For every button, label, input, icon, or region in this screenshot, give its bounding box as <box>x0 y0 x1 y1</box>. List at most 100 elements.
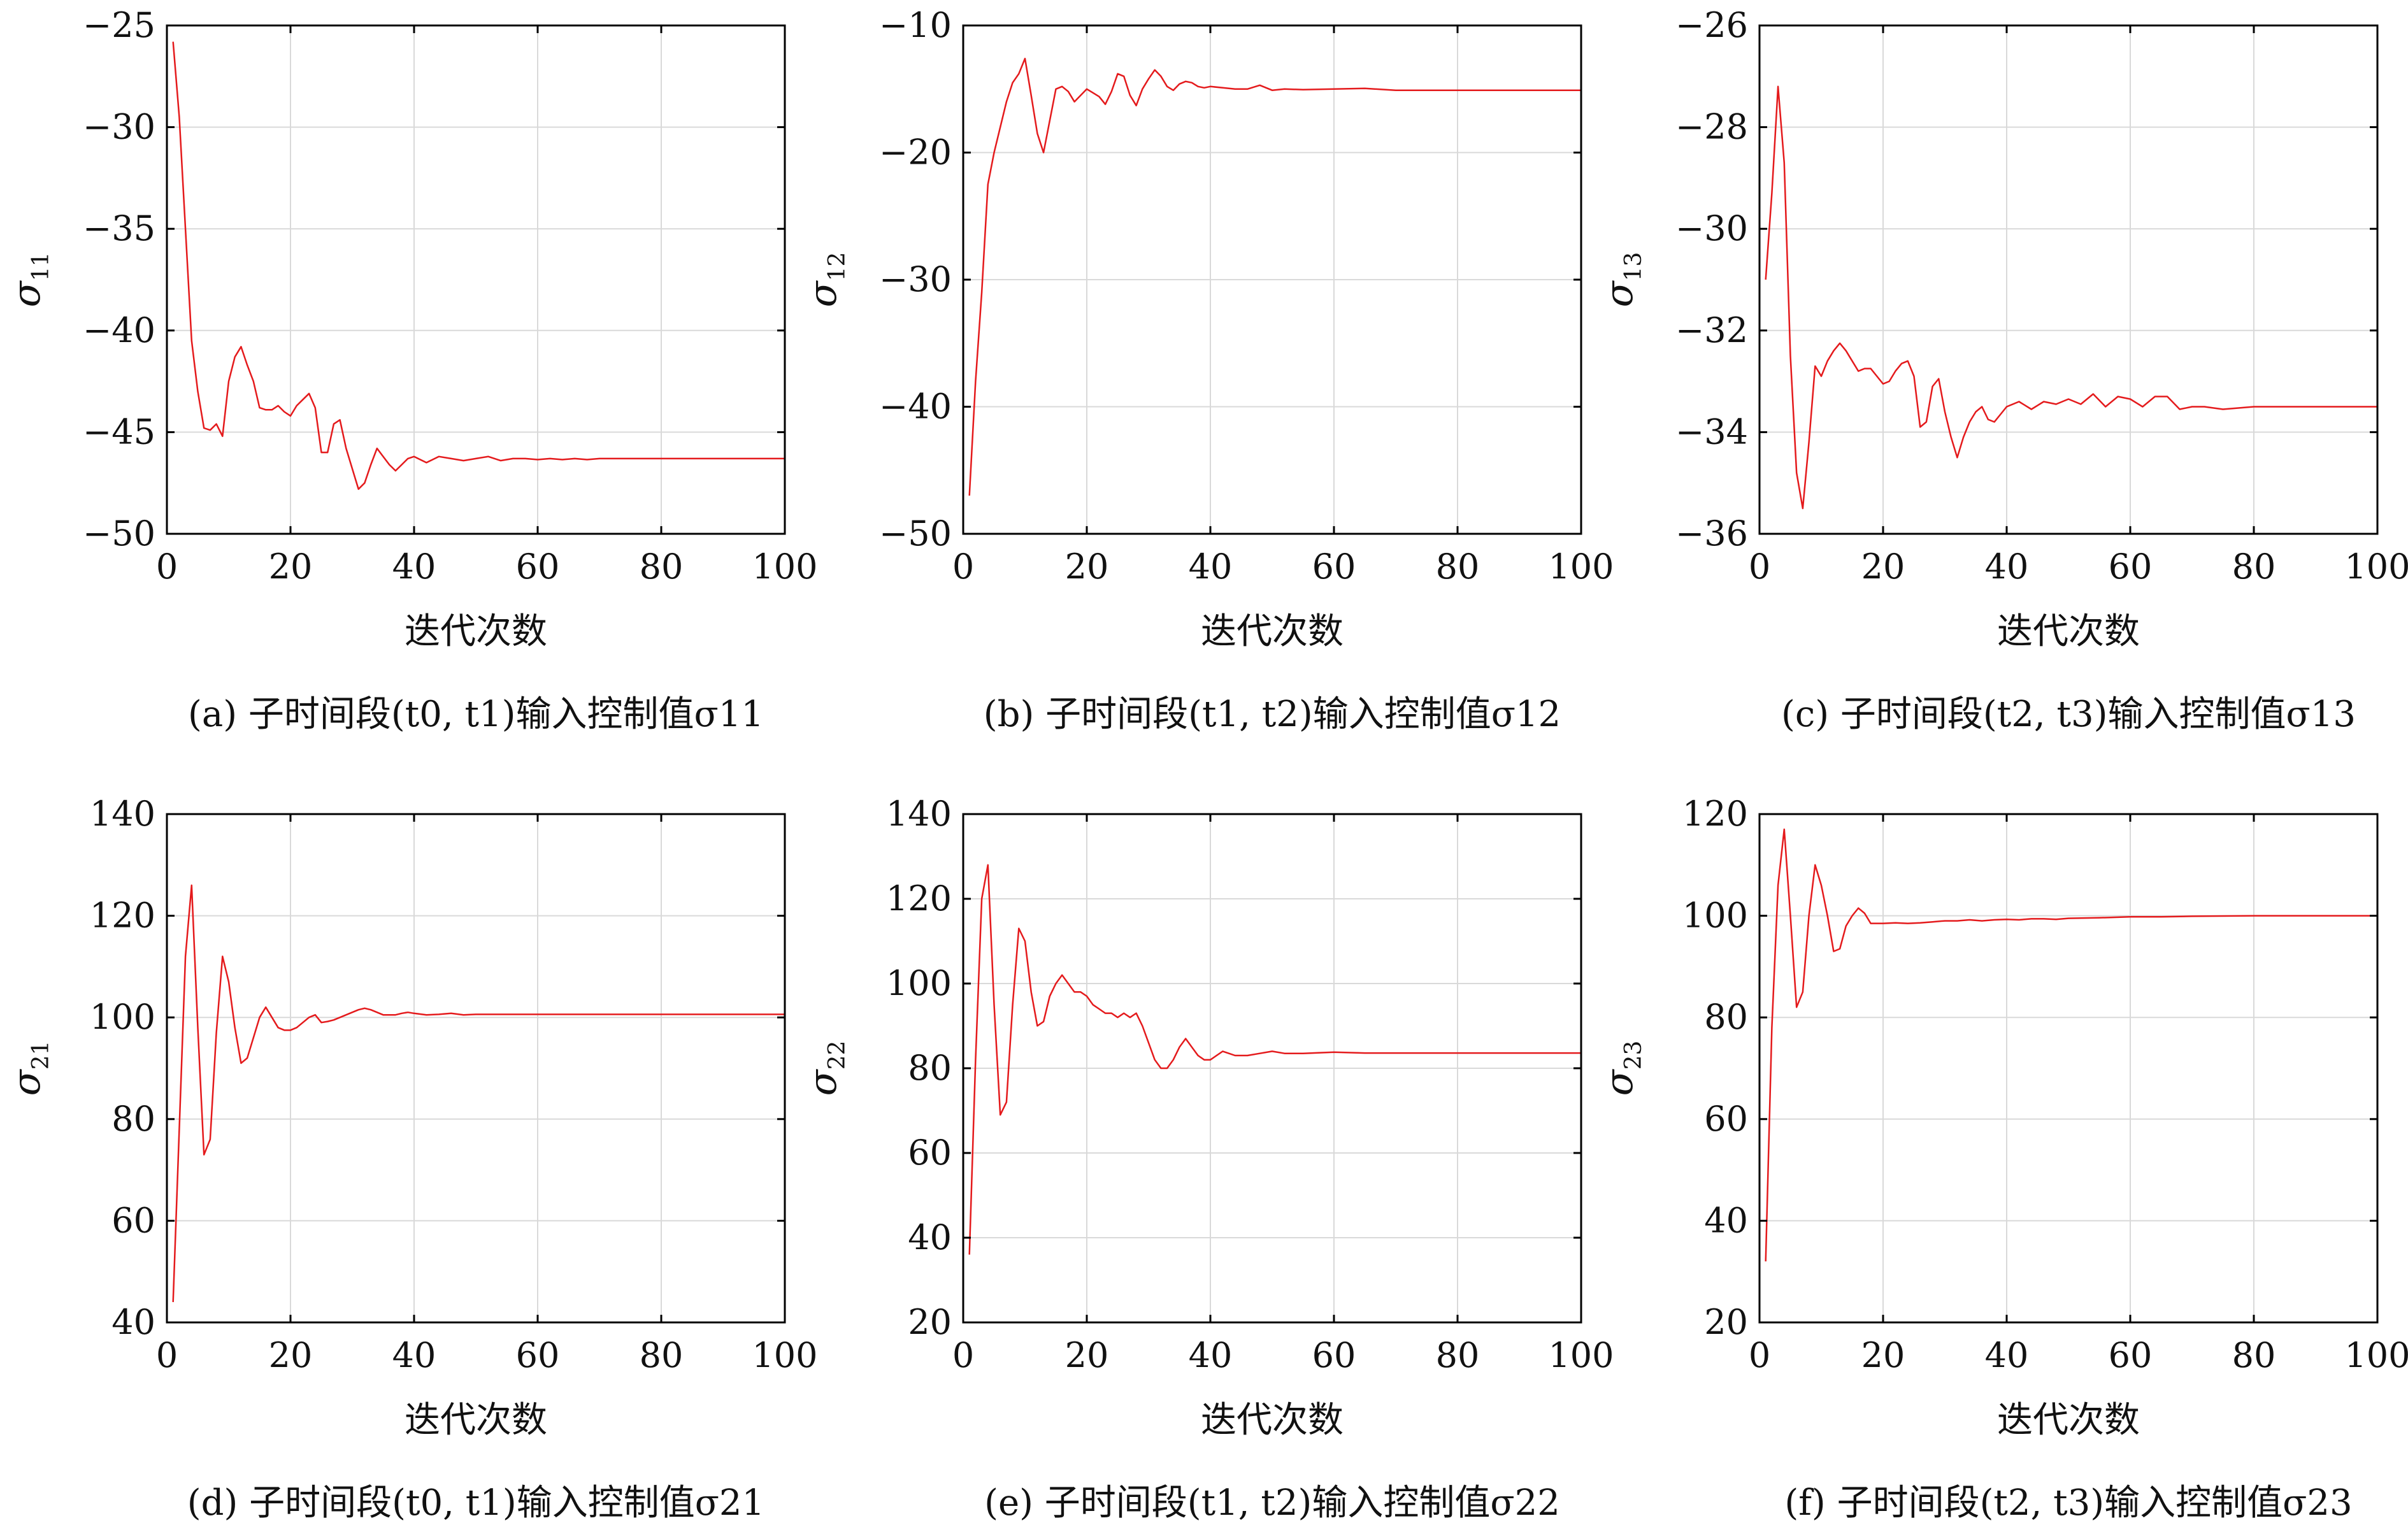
y-tick-label: −40 <box>83 310 155 350</box>
y-tick-label: 120 <box>1682 794 1748 834</box>
x-axis-label: 迭代次数 <box>1997 1399 2140 1441</box>
y-tick-label: −45 <box>83 412 155 452</box>
x-tick-label: 20 <box>1065 1335 1109 1375</box>
series-line-a <box>172 41 785 490</box>
y-axis-label: σ23 <box>1597 1041 1647 1096</box>
x-tick-label: 60 <box>2109 1335 2153 1375</box>
panel-caption: (d) 子时间段(t0, t1)输入控制值σ21 <box>187 1482 764 1524</box>
y-tick-label: 40 <box>111 1302 155 1342</box>
x-tick-label: 40 <box>392 1335 436 1375</box>
y-tick-label: 40 <box>908 1217 952 1257</box>
y-tick-label: 100 <box>90 997 155 1037</box>
y-tick-label: −26 <box>1675 5 1748 45</box>
y-tick-label: 60 <box>908 1133 952 1173</box>
y-tick-label: −28 <box>1675 107 1748 147</box>
x-tick-label: 60 <box>1312 1335 1356 1375</box>
y-tick-label: −20 <box>879 132 952 173</box>
y-tick-label: −30 <box>83 107 155 147</box>
x-tick-label: 60 <box>516 547 560 587</box>
y-axis-label: σ13 <box>1597 252 1647 308</box>
x-tick-label: 20 <box>1861 1335 1905 1375</box>
y-tick-label: 60 <box>111 1200 155 1240</box>
series-line-c <box>1765 85 2377 510</box>
panel-caption: (c) 子时间段(t2, t3)输入控制值σ13 <box>1781 694 2356 735</box>
plot-frame <box>166 813 786 1324</box>
y-tick-label: 80 <box>1704 997 1748 1037</box>
x-tick-label: 40 <box>392 547 436 587</box>
x-tick-label: 80 <box>1436 547 1480 587</box>
y-tick-label: 120 <box>90 896 155 936</box>
x-tick-label: 80 <box>2232 1335 2276 1375</box>
y-tick-label: −34 <box>1675 412 1748 452</box>
y-tick-label: −30 <box>879 259 952 299</box>
x-tick-label: 100 <box>2344 547 2408 587</box>
y-tick-label: 100 <box>886 963 952 1003</box>
x-tick-label: 0 <box>1749 547 1770 587</box>
x-tick-label: 100 <box>1548 547 1614 587</box>
x-axis-label: 迭代次数 <box>1201 1399 1344 1441</box>
y-tick-label: 140 <box>90 794 155 834</box>
y-tick-label: 60 <box>1704 1099 1748 1139</box>
panel-c: 0 20 40 60 80 100 −36 −34 −32 −30 −28 −26 σ13 迭代次数 (c)… <box>1597 5 2408 735</box>
plot-frame <box>166 24 786 535</box>
x-tick-label: 80 <box>640 547 684 587</box>
panel-e: 0 20 40 60 80 10020406080100120140σ22迭代次数(e) … <box>801 794 1614 1524</box>
series-line-e <box>968 864 1581 1255</box>
y-tick-label: −10 <box>879 5 952 45</box>
panel-caption: (a) 子时间段(t0, t1)输入控制值σ11 <box>188 694 764 735</box>
y-tick-label: 120 <box>886 878 952 919</box>
x-tick-label: 20 <box>1861 547 1905 587</box>
y-tick-label: 20 <box>1704 1302 1748 1342</box>
x-tick-label: 60 <box>1312 547 1356 587</box>
x-tick-label: 40 <box>1985 1335 2029 1375</box>
x-tick-label: 0 <box>156 547 178 587</box>
y-axis-label: σ12 <box>801 252 850 308</box>
x-axis-label: 迭代次数 <box>1201 611 1344 652</box>
y-axis-label: σ22 <box>801 1041 850 1096</box>
plot-frame <box>1758 24 2379 535</box>
series-line-f <box>1765 828 2377 1262</box>
x-tick-label: 80 <box>2232 547 2276 587</box>
y-tick-label: −36 <box>1675 513 1748 554</box>
x-tick-label: 0 <box>1749 1335 1770 1375</box>
x-tick-label: 100 <box>752 547 817 587</box>
y-tick-label: −30 <box>1675 208 1748 248</box>
y-tick-label: −32 <box>1675 310 1748 350</box>
x-tick-label: 100 <box>2344 1335 2408 1375</box>
x-tick-label: 0 <box>952 547 974 587</box>
panel-caption: (b) 子时间段(t1, t2)输入控制值σ12 <box>984 694 1561 735</box>
y-tick-label: −50 <box>879 513 952 554</box>
panel-a: 0 20 40 60 80 100 −50 −45 −40 −35 −30 −25 σ11 迭代次数 (a)… <box>4 5 818 735</box>
x-tick-label: 20 <box>269 547 313 587</box>
y-tick-label: 140 <box>886 794 952 834</box>
x-tick-label: 60 <box>516 1335 560 1375</box>
y-tick-label: 40 <box>1704 1200 1748 1240</box>
x-tick-label: 100 <box>1548 1335 1614 1375</box>
y-tick-label: 80 <box>111 1099 155 1139</box>
y-axis-label: σ21 <box>4 1041 54 1096</box>
y-tick-label: 100 <box>1682 896 1748 936</box>
y-tick-label: −50 <box>83 513 155 554</box>
x-tick-label: 40 <box>1985 547 2029 587</box>
x-tick-label: 60 <box>2109 547 2153 587</box>
y-tick-label: 20 <box>908 1302 952 1342</box>
x-tick-label: 0 <box>156 1335 178 1375</box>
panel-caption: (e) 子时间段(t1, t2)输入控制值σ22 <box>984 1482 1560 1524</box>
x-axis-label: 迭代次数 <box>405 1399 547 1441</box>
x-axis-label: 迭代次数 <box>1997 611 2140 652</box>
series-line-b <box>968 57 1581 496</box>
y-tick-label: −40 <box>879 387 952 427</box>
x-tick-label: 40 <box>1189 547 1233 587</box>
x-tick-label: 20 <box>269 1335 313 1375</box>
x-tick-label: 20 <box>1065 547 1109 587</box>
x-axis-label: 迭代次数 <box>405 611 547 652</box>
panel-d: 0 20 40 60 80 100 40 60 80 100 120 140 σ21 迭代次数 (d) 子时… <box>4 794 818 1524</box>
x-tick-label: 80 <box>640 1335 684 1375</box>
y-axis-label: σ11 <box>4 252 54 308</box>
x-tick-label: 80 <box>1436 1335 1480 1375</box>
x-tick-label: 100 <box>752 1335 817 1375</box>
y-tick-label: −35 <box>83 208 155 248</box>
panel-b: 0 20 40 60 80 100 −50 −40 −30 −20 −10 σ12 迭代次数 (b) 子时… <box>801 5 1614 735</box>
plot-frame <box>1758 813 2379 1324</box>
